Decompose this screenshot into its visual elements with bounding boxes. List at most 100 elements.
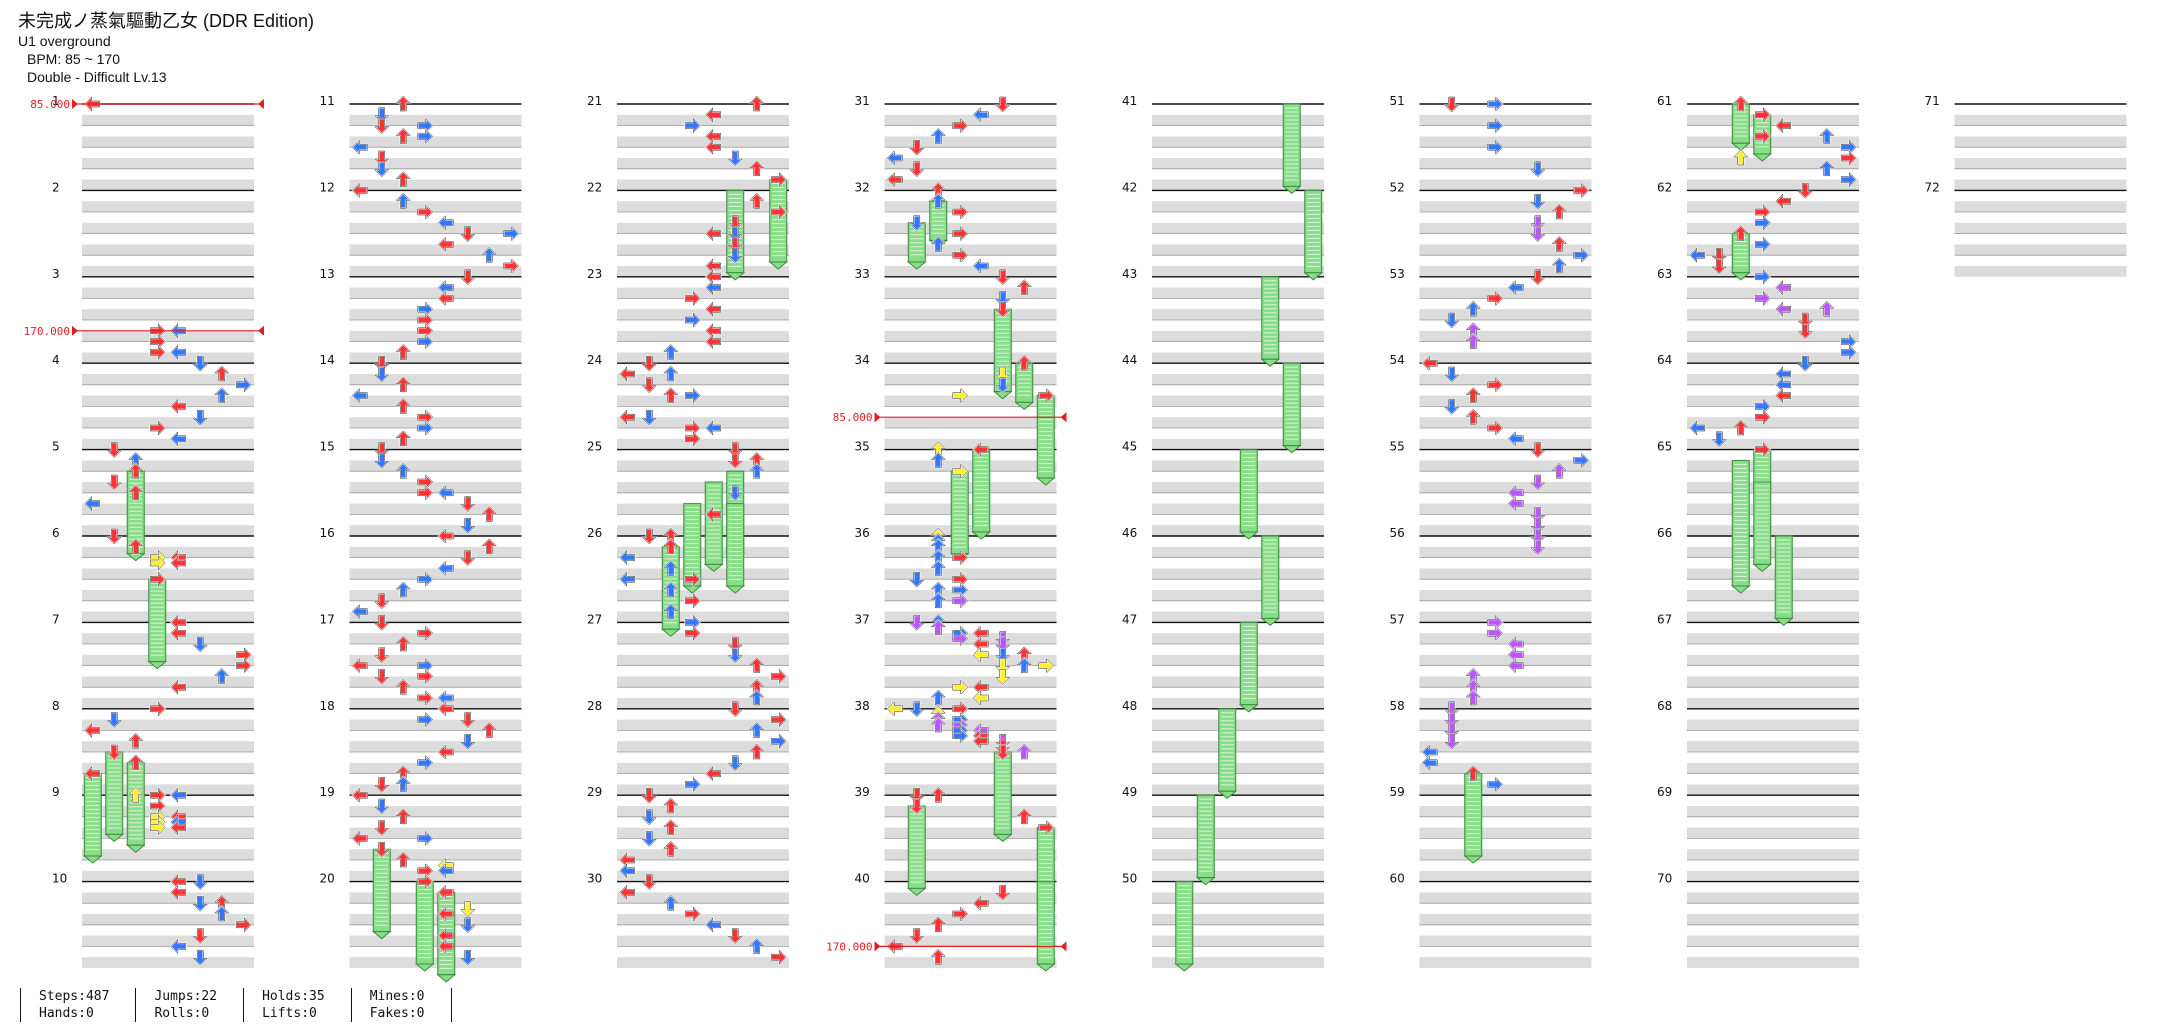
beat-stripe [884,244,1057,256]
arrow-outline [705,301,721,317]
step-arrow [374,647,390,664]
step-arrow [503,258,520,274]
beat-stripe [349,158,522,169]
step-arrow [952,463,969,479]
step-arrow [460,949,476,966]
arrow-outline [727,215,743,232]
arrow-outline [1487,776,1504,793]
step-arrow [952,728,969,744]
step-arrow [727,150,743,167]
arrow-outline [1530,193,1546,210]
measure-number: 67 [1657,612,1672,626]
bpm-flag-left [72,99,78,109]
beat-stripe [1419,914,1592,925]
beat-stripe [1419,503,1592,515]
measure-number: 2 [52,180,60,194]
arrow-outline [481,538,497,555]
arrow-outline [395,462,411,479]
beat-stripe [1152,395,1324,407]
measure-number: 18 [320,699,335,713]
arrow-outline [1797,323,1813,340]
beat-stripe [1152,654,1324,666]
step-arrow [460,733,476,750]
measure-number: 25 [587,440,602,454]
step-arrow [930,689,946,706]
beat-stripe [617,914,789,925]
beat-stripe [82,179,254,191]
beat-stripe [82,136,254,148]
step-arrow [663,818,679,836]
beat-stripe [82,158,254,169]
step-arrow [909,161,925,178]
measure-number: 30 [587,872,602,886]
beat-stripe [1152,417,1324,428]
arrow-outline [106,528,122,545]
arrow-outline [930,560,946,576]
step-arrow [1530,474,1546,491]
beat-stripe [82,374,254,385]
step-arrow [417,571,434,587]
arrow-outline [749,657,765,673]
step-arrow [930,235,946,253]
step-arrow [395,397,411,415]
arrow-outline [771,711,787,728]
step-arrow [170,938,187,955]
step-arrow [930,619,946,636]
hold-tail [371,931,392,940]
step-arrow [641,409,657,426]
arrow-outline [395,376,411,393]
arrow-outline [460,733,476,750]
arrow-outline [1016,279,1032,295]
step-arrow [770,204,787,220]
step-arrow [1754,441,1771,458]
beat-stripe [349,460,522,472]
measure: 46 [1122,526,1324,623]
beat-stripe [1687,395,1859,407]
beat-stripe [1419,201,1592,212]
arrow-outline [460,712,476,728]
arrow-outline [1507,657,1524,674]
beat-stripe [617,438,789,450]
beat-stripe [349,762,522,774]
step-arrow [972,733,989,749]
arrow-outline [952,463,969,479]
step-arrow [351,603,368,620]
step-arrow [641,528,657,545]
beat-stripe [82,244,254,256]
beat-stripe [349,352,522,364]
arrow-outline [150,571,166,587]
beat-stripe [349,870,522,882]
step-arrow [395,581,411,598]
beat-stripe [1687,611,1859,623]
arrow-outline [663,819,679,835]
step-arrow [663,559,679,577]
arrow-outline [663,894,679,911]
measure-number: 23 [587,267,602,281]
beat-stripe [82,719,254,731]
beat-stripe [1419,460,1592,472]
arrow-outline [685,625,701,641]
arrow-outline [930,452,946,468]
beat-stripe [884,654,1057,666]
arrow-outline [749,743,765,760]
arrow-outline [170,625,186,641]
hold-note [1730,459,1751,594]
step-arrow [149,571,166,587]
hold-tail [682,585,703,594]
step-arrow [1551,462,1567,479]
step-arrow [663,894,679,911]
step-arrow [930,559,946,577]
measure-number: 21 [587,94,602,108]
beat-stripe [82,525,254,536]
beat-stripe [617,892,789,904]
bpm-flag-left [874,412,881,423]
hold-tail [1752,153,1773,162]
measure-number: 31 [855,94,870,108]
beat-stripe [349,719,522,731]
hold-note [1035,395,1056,486]
beat-stripe [1687,784,1859,796]
measure-number: 32 [855,180,870,194]
step-arrow [727,485,743,502]
measure: 72 [1925,180,2127,277]
arrow-outline [1755,236,1771,253]
